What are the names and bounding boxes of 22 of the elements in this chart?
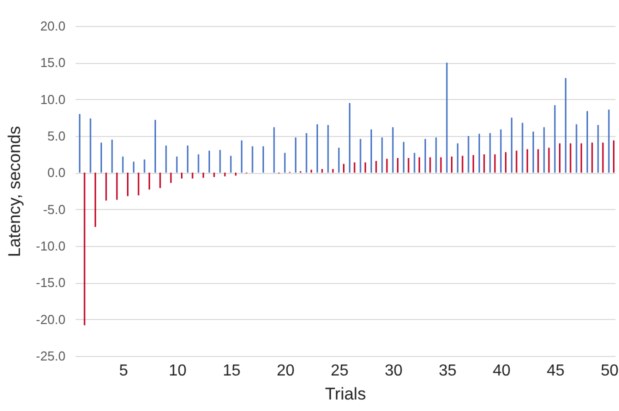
y-tick-label: -15.0 — [36, 275, 66, 290]
y-tick-label: -10.0 — [36, 238, 66, 254]
x-tick-label: 20 — [276, 362, 295, 380]
x-tick-label: 35 — [438, 362, 457, 380]
x-tick-label: 50 — [600, 362, 619, 380]
x-axis-title: Trials — [325, 384, 366, 404]
y-tick-label: 15.0 — [40, 55, 66, 70]
x-tick-label: 45 — [546, 362, 565, 380]
x-tick-label: 40 — [492, 362, 511, 380]
x-tick-label: 30 — [384, 362, 403, 380]
x-tick-label: 5 — [119, 362, 128, 380]
y-tick-label: -25.0 — [36, 348, 66, 364]
y-axis-title: Latency, seconds — [4, 126, 24, 258]
y-tick-label: -20.0 — [36, 312, 66, 327]
y-tick-label: 20.0 — [40, 18, 66, 34]
y-tick-label: 5.0 — [47, 128, 66, 144]
y-tick-label: 10.0 — [40, 92, 66, 107]
y-tick-label: -5.0 — [43, 202, 66, 217]
x-tick-label: 10 — [168, 362, 187, 380]
y-tick-label: 0.0 — [47, 165, 66, 180]
x-tick-label: 25 — [330, 362, 349, 380]
x-tick-label: 15 — [222, 362, 241, 380]
